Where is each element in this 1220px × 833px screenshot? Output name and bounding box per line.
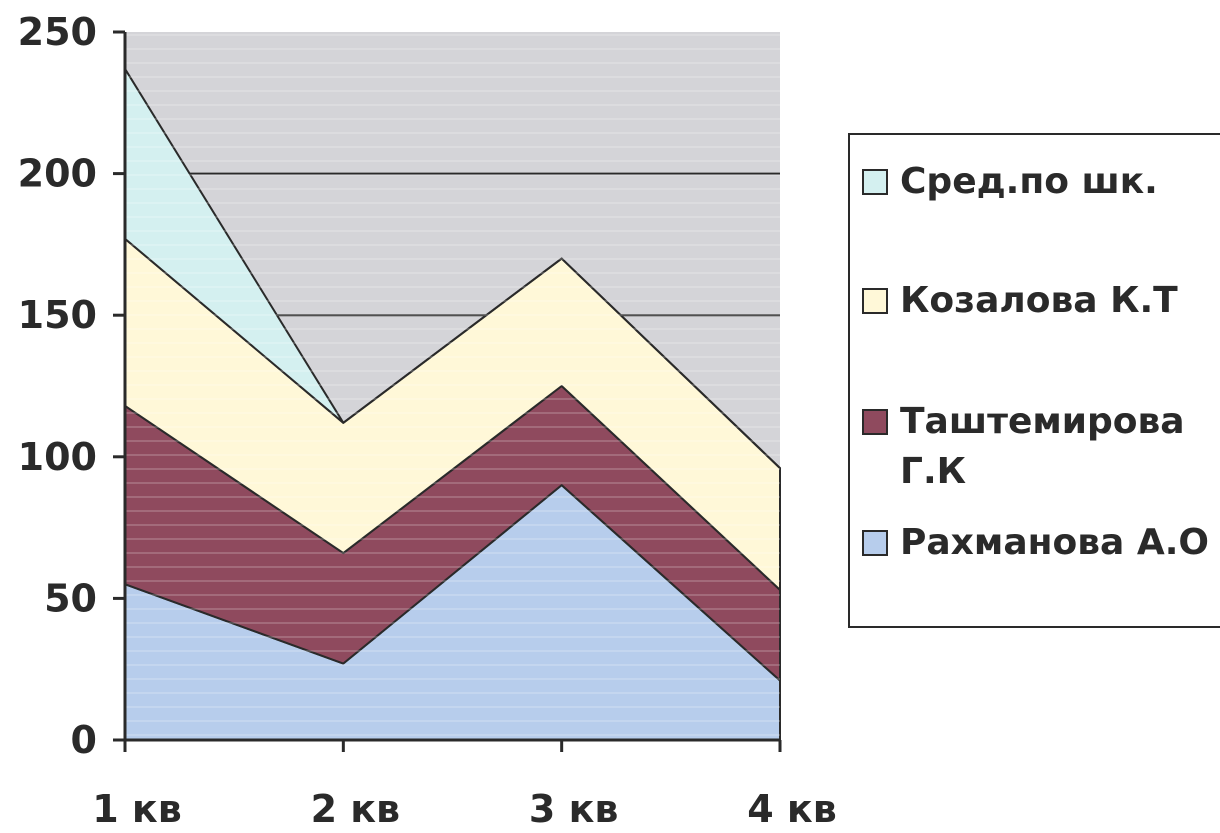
legend: Сред.по шк. Козалова К.Т Таштемирова Г.К… <box>848 133 1220 628</box>
x-tick-labels: 1 кв 2 кв 3 кв 4 кв <box>92 787 837 831</box>
legend-item-sred: Сред.по шк. <box>862 157 1220 207</box>
legend-label-sred: Сред.по шк. <box>900 161 1158 202</box>
legend-swatch-sred <box>862 169 888 195</box>
legend-item-rakhmanova: Рахманова А.О <box>862 518 1220 568</box>
y-tick-label: 250 <box>18 10 97 54</box>
axes <box>113 30 782 752</box>
legend-label-tashtemirova: Таштемирова Г.К <box>900 401 1185 492</box>
y-tick-labels: 0 50 100 150 200 250 <box>18 10 97 762</box>
legend-item-kozalova: Козалова К.Т <box>862 276 1220 326</box>
y-tick-label: 150 <box>18 293 97 337</box>
legend-swatch-rakhmanova <box>862 530 888 556</box>
x-tick-label: 4 кв <box>747 787 837 831</box>
y-tick-label: 0 <box>71 718 97 762</box>
legend-item-tashtemirova: Таштемирова Г.К <box>862 397 1220 497</box>
x-tick-label: 1 кв <box>92 787 182 831</box>
y-tick-label: 100 <box>18 435 97 479</box>
y-tick-label: 200 <box>18 152 97 196</box>
y-tick-label: 50 <box>44 576 97 620</box>
legend-swatch-tashtemirova <box>862 409 888 435</box>
legend-label-rakhmanova: Рахманова А.О <box>900 522 1209 563</box>
legend-label-kozalova: Козалова К.Т <box>900 280 1178 321</box>
legend-swatch-kozalova <box>862 288 888 314</box>
x-tick-label: 2 кв <box>311 787 401 831</box>
x-tick-label: 3 кв <box>529 787 619 831</box>
